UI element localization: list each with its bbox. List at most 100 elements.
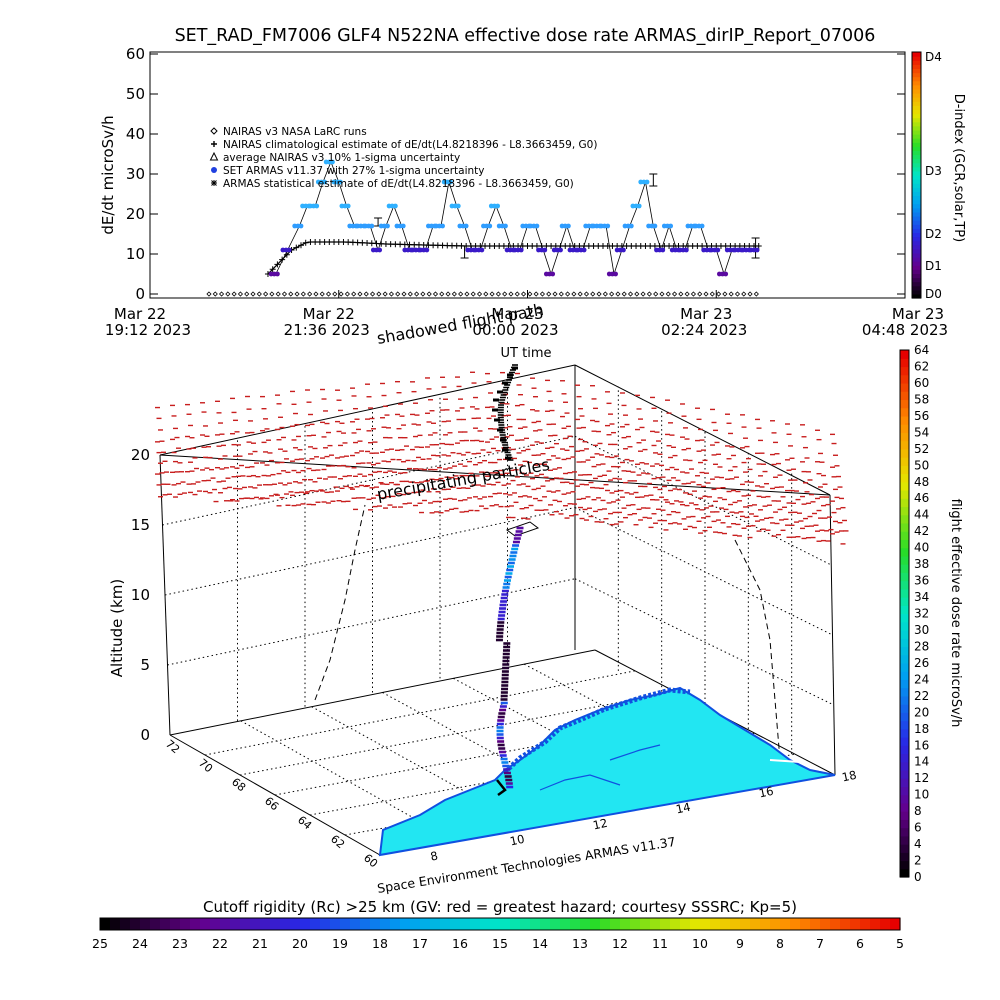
nairas-run-marker [464,291,470,297]
dindex-color-cell [912,113,921,119]
armas-data-point [628,223,634,229]
dose-color-cell [900,399,909,409]
nairas-run-marker [319,291,325,297]
dindex-color-cell [912,240,921,246]
dindex-color-cell [912,52,921,57]
dose-tick-label: 56 [914,409,929,423]
dose-tick-label: 10 [914,788,929,802]
armas-data-point [534,223,540,229]
dindex-color-cell [912,121,921,127]
nairas-run-marker [388,291,395,297]
nairas-run-marker [363,291,369,297]
dose-rate-colorbar: 0246810121416182022242628303234363840424… [899,343,929,884]
nairas-run-marker [596,291,602,297]
dose-tick-label: 26 [914,656,929,670]
dindex-color-cell [912,228,921,233]
rigidity-tick-label: 6 [856,936,864,951]
dindex-color-cell [912,170,921,176]
dindex-color-cell [912,269,921,274]
nairas-run-marker [263,291,269,297]
dose-color-cell [900,654,909,664]
rigidity-tick-label: 16 [452,936,468,951]
dose-tick-label: 54 [914,425,929,439]
dose-color-cell [900,605,909,615]
rigidity-tick-label: 14 [532,936,548,951]
dose-color-cell [900,794,909,804]
nairas-run-marker [565,291,571,297]
rigidity-color-cell [200,918,211,930]
rigidity-color-cell [780,918,791,930]
rigidity-color-cell [460,918,471,930]
dindex-color-cell [912,224,921,229]
rigidity-color-cell [710,918,721,930]
dose-color-cell [900,737,909,746]
rigidity-color-cell [440,918,451,930]
dose-color-cell [900,679,909,689]
nairas-run-marker [344,291,350,297]
altitude-axis-label: Altitude (km) [108,579,126,677]
armas-data-point [479,247,485,253]
nairas-run-marker [571,291,577,297]
nairas-run-marker [470,291,476,297]
rigidity-color-cell [490,918,501,930]
rigidity-color-cell [500,918,511,930]
altitude-ticks: 0 5 10 15 20 [131,446,150,744]
dose-color-cell [900,366,909,376]
grid-line [574,578,834,706]
nairas-run-marker [231,291,237,297]
nairas-clim-line [267,241,759,275]
x-tick-label-line1: Mar 22 [114,305,166,323]
dindex-color-cell [912,93,921,98]
floor-grid-line [204,670,636,756]
cutoff-rigidity-colorbar: 25 24 23 22 21 20 19 18 17 16 15 14 13 12 11 10 9 8 7 6 5 [92,917,904,951]
dindex-color-cell [912,125,921,131]
dose-color-cell [900,827,909,837]
nairas-run-marker [420,291,426,297]
rigidity-tick-label: 8 [776,936,784,951]
legend-symbol-diamond [210,127,218,135]
rigidity-color-cell [340,918,351,930]
rigidity-color-cell [250,918,261,930]
rigidity-color-cell [610,918,621,930]
rigidity-color-cell [450,918,461,930]
nairas-run-marker [325,291,332,297]
armas-data-point [558,247,563,253]
dindex-color-cell [912,84,921,90]
dindex-color-cell [912,203,921,209]
land-mass [378,686,836,857]
rigidity-color-cell [470,918,481,930]
latitude-tick-label: 60 [361,851,380,870]
armas-data-point [754,247,760,253]
dose-tick-label: 46 [914,491,929,505]
altitude-tick-label: 0 [140,726,150,744]
dose-color-cell [900,448,909,458]
dindex-axis-label: D-index (GCR,solar,TP) [951,94,966,242]
armas-data-point [565,223,571,229]
dindex-color-cell [912,220,921,225]
dose-color-cell [900,415,909,425]
rigidity-color-cell [650,918,661,930]
rigidity-color-cell [850,918,861,930]
dose-color-cell [900,646,909,656]
dindex-color-cell [912,138,921,143]
altitude-tick-label: 5 [140,656,150,674]
nairas-run-marker [269,291,275,297]
nairas-run-marker [690,291,697,297]
dindex-color-cell [912,134,921,139]
rigidity-color-cell [150,918,161,930]
nairas-run-marker [552,291,558,297]
dindex-color-cell [912,158,921,164]
dose-color-cell [900,761,909,771]
rigidity-color-cell [590,918,601,930]
nairas-run-marker [382,291,388,297]
dose-color-cell [900,835,909,845]
rigidity-color-cell [410,918,421,930]
coast-detail [539,744,661,791]
nairas-run-marker [495,291,501,297]
armas-data-point [636,203,642,209]
rigidity-color-cell [670,918,681,930]
nairas-run-marker [634,291,640,297]
